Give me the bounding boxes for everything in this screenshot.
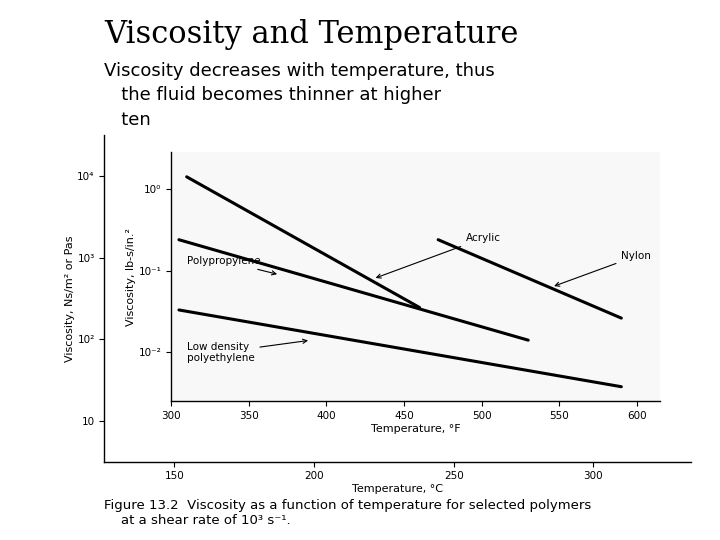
Y-axis label: Viscosity, lb-s/in.²: Viscosity, lb-s/in.² [126,228,136,326]
Y-axis label: Viscosity, Ns/m² or Pas: Viscosity, Ns/m² or Pas [65,235,75,362]
Text: Low density
polyethylene: Low density polyethylene [186,339,307,363]
Text: Figure 13.2  Viscosity as a function of temperature for selected polymers
    at: Figure 13.2 Viscosity as a function of t… [104,500,592,528]
Text: Acrylic: Acrylic [377,233,501,278]
Text: the fluid becomes thinner at higher: the fluid becomes thinner at higher [104,86,441,104]
X-axis label: Temperature, °F: Temperature, °F [371,424,461,434]
Text: Polypropylene: Polypropylene [186,256,276,275]
X-axis label: Temperature, °C: Temperature, °C [352,484,444,494]
Text: Nylon: Nylon [555,251,651,286]
Text: Viscosity decreases with temperature, thus: Viscosity decreases with temperature, th… [104,62,495,80]
Text: Viscosity and Temperature: Viscosity and Temperature [104,19,519,50]
Text: ten: ten [104,111,151,129]
